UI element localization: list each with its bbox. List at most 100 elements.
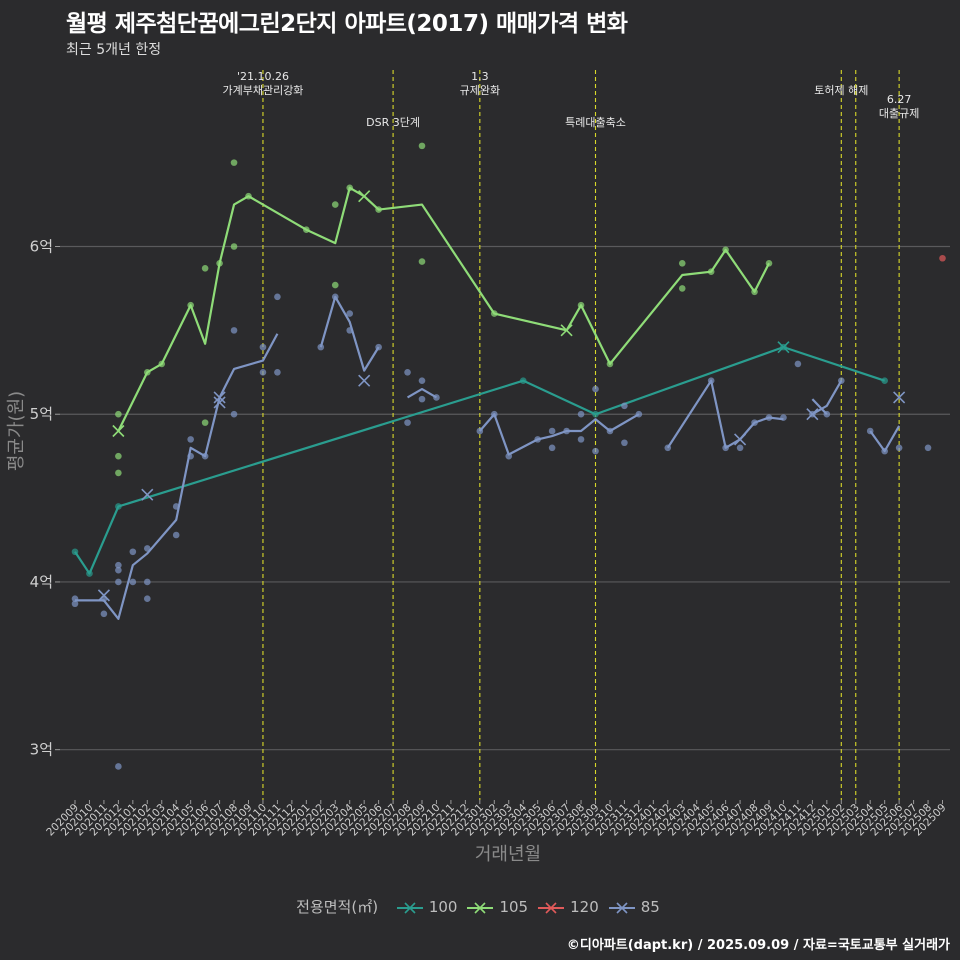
event-label-line: 규제완화 bbox=[460, 84, 500, 97]
cross-marker-105 bbox=[358, 190, 371, 203]
data-point-85 bbox=[707, 377, 715, 384]
data-point-85 bbox=[418, 377, 426, 384]
chart-title: 월평 제주첨단꿈에그린2단지 아파트(2017) 매매가격 변화 bbox=[66, 11, 628, 37]
data-point-85 bbox=[895, 444, 903, 452]
grid-lines bbox=[60, 245, 950, 751]
data-point-85 bbox=[346, 310, 354, 317]
data-point-85 bbox=[577, 410, 585, 418]
data-point-85 bbox=[100, 610, 108, 618]
legend-label: 100 bbox=[428, 898, 458, 916]
data-point-105 bbox=[418, 258, 426, 265]
data-point-85 bbox=[765, 414, 773, 421]
y-tick-label: 5억 bbox=[30, 405, 53, 423]
data-point-85 bbox=[143, 595, 151, 603]
data-point-85 bbox=[476, 427, 484, 435]
event-label-line: 가계부채관리강화 bbox=[222, 84, 303, 97]
data-point-105 bbox=[303, 226, 310, 234]
data-point-105 bbox=[230, 159, 238, 166]
event-label: '21.10.26 가계부채관리강화 bbox=[222, 70, 303, 97]
data-point-85 bbox=[143, 545, 151, 552]
cross-marker-105 bbox=[560, 324, 573, 337]
event-label-line: DSR 3단계 bbox=[366, 116, 420, 129]
data-point-105 bbox=[230, 243, 238, 250]
data-point-105 bbox=[187, 301, 194, 309]
data-point-85 bbox=[259, 343, 267, 351]
data-point-85 bbox=[115, 763, 122, 770]
data-point-105 bbox=[245, 192, 252, 200]
data-point-105 bbox=[375, 206, 382, 213]
y-tick-label: 3억 bbox=[30, 741, 53, 759]
event-label: 특례대출축소 bbox=[565, 116, 626, 129]
data-point-85 bbox=[115, 561, 122, 569]
event-label-line: 대출규제 bbox=[879, 107, 919, 120]
legend-item-105: 105 bbox=[465, 898, 528, 916]
y-axis-ticks: 3억 4억 5억 6억 bbox=[30, 238, 60, 759]
data-point-105 bbox=[751, 288, 758, 296]
data-point-85 bbox=[606, 427, 614, 435]
data-point-85 bbox=[172, 531, 180, 539]
data-point-85 bbox=[274, 293, 281, 301]
series-line-85 bbox=[75, 333, 279, 620]
cross-marker-85 bbox=[213, 396, 226, 409]
data-point-105 bbox=[331, 201, 339, 208]
data-point-85 bbox=[794, 360, 802, 368]
data-point-85 bbox=[201, 452, 209, 460]
event-label-line: '21.10.26 bbox=[237, 70, 289, 83]
legend-label: 120 bbox=[570, 898, 599, 916]
data-point-85 bbox=[866, 427, 874, 435]
legend-label: 85 bbox=[640, 898, 660, 916]
data-point-105 bbox=[346, 184, 354, 192]
series-line-85 bbox=[811, 398, 828, 415]
data-point-105 bbox=[418, 142, 426, 150]
legend-key bbox=[538, 901, 565, 914]
data-point-100 bbox=[592, 410, 599, 418]
data-point-85 bbox=[129, 578, 137, 586]
series-line-85 bbox=[869, 425, 901, 453]
legend-key bbox=[467, 901, 494, 914]
legend: 전용면적(㎡) 100 105 120 85 bbox=[0, 896, 960, 917]
chart-subtitle: 최근 5개년 한정 bbox=[66, 42, 162, 58]
cross-marker-105 bbox=[112, 424, 125, 438]
data-point-85 bbox=[172, 503, 180, 510]
data-point-85 bbox=[433, 394, 440, 401]
data-point-85 bbox=[534, 436, 541, 443]
data-point-105 bbox=[490, 310, 498, 317]
series-line-85 bbox=[811, 380, 843, 416]
data-point-85 bbox=[563, 427, 570, 435]
data-point-85 bbox=[404, 368, 411, 376]
data-point-120 bbox=[939, 254, 946, 262]
data-point-105 bbox=[115, 452, 122, 460]
series-line-85 bbox=[406, 387, 438, 399]
data-point-85 bbox=[621, 439, 628, 447]
data-point-85 bbox=[115, 566, 122, 574]
data-point-105 bbox=[606, 360, 614, 368]
data-point-105 bbox=[577, 301, 585, 309]
series-line-85 bbox=[319, 295, 380, 372]
legend-key bbox=[608, 901, 635, 914]
series-crosses bbox=[97, 190, 906, 602]
cross-marker-85 bbox=[806, 408, 819, 421]
data-point-85 bbox=[331, 293, 339, 301]
data-point-85 bbox=[505, 452, 513, 460]
data-point-85 bbox=[230, 327, 238, 334]
data-point-85 bbox=[780, 414, 787, 421]
data-point-105 bbox=[678, 285, 686, 292]
y-tick-label: 4억 bbox=[30, 573, 53, 591]
data-point-85 bbox=[577, 436, 585, 443]
data-point-105 bbox=[765, 259, 773, 267]
data-point-105 bbox=[216, 259, 223, 267]
series-points bbox=[71, 142, 946, 770]
data-point-85 bbox=[736, 444, 744, 452]
data-point-85 bbox=[418, 395, 426, 403]
data-point-85 bbox=[187, 452, 194, 460]
data-point-85 bbox=[115, 578, 122, 586]
data-point-85 bbox=[548, 427, 556, 435]
data-point-100 bbox=[86, 570, 93, 577]
cross-marker-85 bbox=[358, 374, 371, 387]
event-label-line: 특례대출축소 bbox=[565, 116, 626, 129]
legend-label: 105 bbox=[499, 898, 529, 916]
data-point-85 bbox=[143, 578, 151, 586]
event-label-line: 토허제 해제 bbox=[814, 83, 868, 97]
data-point-105 bbox=[158, 360, 166, 368]
